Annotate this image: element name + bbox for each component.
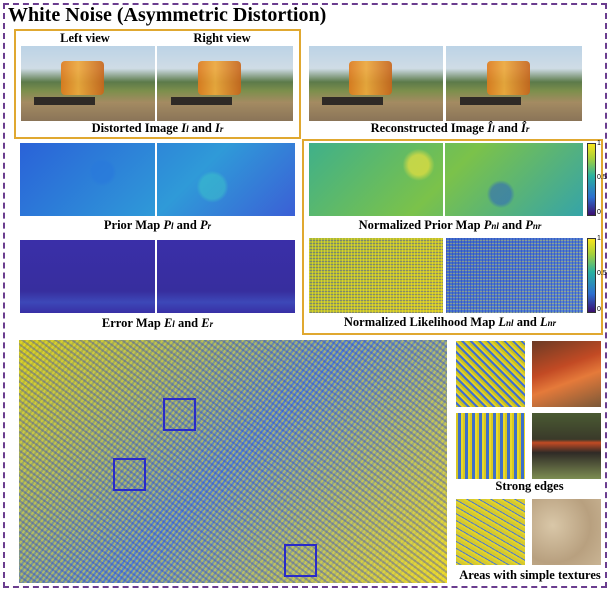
distorted-image-right — [157, 46, 293, 121]
error-caption: Error Map El and Er — [101, 316, 214, 330]
likelihood-colorbar-tick-05: 0.5 — [597, 270, 607, 277]
zoom-likelihood-3 — [456, 499, 525, 565]
normalized-likelihood-map-left — [309, 238, 443, 313]
normalized-likelihood-map-right — [446, 238, 583, 313]
roi-box-1 — [163, 398, 196, 431]
zoom-photo-2 — [532, 413, 601, 479]
reconstructed-image-right — [446, 46, 582, 121]
simple-textures-caption: Areas with simple textures — [459, 568, 601, 582]
prior-colorbar-tick-1: 1 — [597, 140, 601, 147]
normalized-likelihood-caption: Normalized Likelihood Map Lnl and Lnr — [343, 315, 557, 329]
zoom-likelihood-1 — [456, 341, 525, 407]
roi-box-3 — [284, 544, 317, 577]
normalized-maps-box — [302, 139, 603, 335]
zoom-likelihood-2 — [456, 413, 525, 479]
prior-colorbar — [587, 143, 596, 216]
figure-frame — [3, 3, 607, 588]
zoom-photo-3 — [532, 499, 601, 565]
left-view-label: Left view — [60, 31, 110, 45]
strong-edges-caption: Strong edges — [495, 479, 564, 493]
prior-map — [20, 143, 295, 216]
reconstructed-caption: Reconstructed Image Îl and Îr — [370, 121, 530, 135]
normalized-prior-map — [309, 143, 583, 216]
likelihood-colorbar-tick-1: 1 — [597, 235, 601, 242]
zoom-photo-1 — [532, 341, 601, 407]
large-likelihood-map — [19, 340, 447, 583]
distorted-caption: Distorted Image Il and Ir — [91, 121, 224, 135]
likelihood-colorbar-tick-0: 0 — [597, 306, 601, 313]
normalized-prior-caption: Normalized Prior Map Pnl and Pnr — [358, 218, 542, 232]
prior-colorbar-tick-0: 0 — [597, 209, 601, 216]
likelihood-colorbar — [587, 238, 596, 313]
reconstructed-image-left — [309, 46, 443, 121]
figure-title: White Noise (Asymmetric Distortion) — [8, 4, 327, 26]
distorted-image-left — [21, 46, 155, 121]
prior-caption: Prior Map Pl and Pr — [103, 218, 212, 232]
distorted-image-box — [14, 29, 301, 139]
prior-colorbar-tick-05: 0.5 — [597, 174, 607, 181]
error-map — [20, 240, 295, 313]
roi-box-2 — [113, 458, 146, 491]
right-view-label: Right view — [193, 31, 251, 45]
